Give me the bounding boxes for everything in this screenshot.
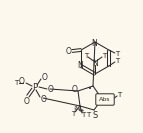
Text: N: N <box>91 39 97 48</box>
Text: T: T <box>14 80 18 86</box>
Text: O: O <box>19 78 25 86</box>
Text: T: T <box>84 53 88 59</box>
Text: O: O <box>24 97 30 105</box>
Text: T: T <box>81 112 85 118</box>
Text: T: T <box>102 53 106 59</box>
Text: O: O <box>41 95 47 103</box>
Text: T: T <box>86 112 90 118</box>
Text: T: T <box>115 58 119 64</box>
Text: Abs: Abs <box>99 97 111 102</box>
Text: S: S <box>92 111 98 120</box>
Text: O: O <box>65 47 71 55</box>
Text: O: O <box>48 84 54 93</box>
Text: P: P <box>32 82 38 92</box>
Text: O: O <box>42 72 48 82</box>
Text: T: T <box>71 111 75 117</box>
Text: T: T <box>115 51 119 57</box>
Text: T: T <box>117 92 121 98</box>
Text: O: O <box>72 86 78 95</box>
FancyBboxPatch shape <box>96 94 114 105</box>
Text: N: N <box>92 59 98 68</box>
Text: N: N <box>77 61 83 70</box>
